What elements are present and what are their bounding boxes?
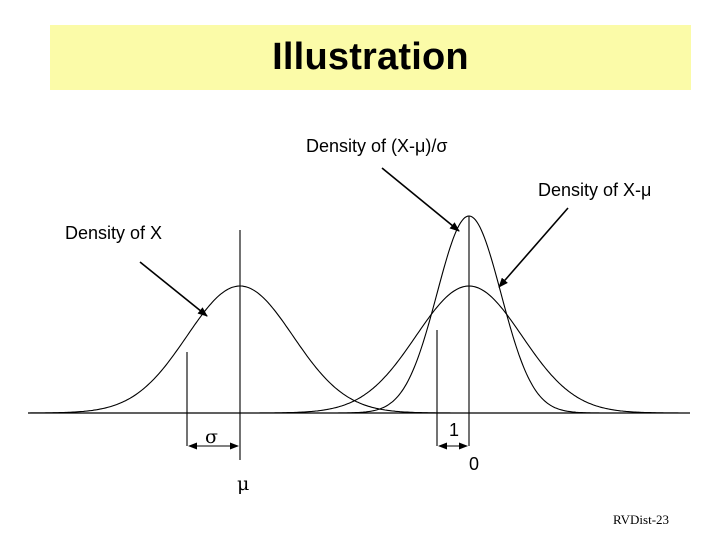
label-density-centered: Density of X-μ: [538, 180, 651, 200]
slide-footer: RVDist-23: [613, 512, 669, 527]
label-density-x: Density of X: [65, 223, 162, 243]
pointer-arrow-standardized: [381, 167, 460, 232]
slide-title: Illustration: [272, 36, 469, 78]
density-centered-curve: [250, 285, 690, 414]
title-banner: Illustration: [50, 25, 691, 90]
label-one: 1: [449, 420, 459, 440]
density-x-curve: [28, 285, 460, 414]
label-density-standardized: Density of (X-μ)/σ: [306, 136, 448, 156]
label-mu: μ: [237, 473, 249, 495]
label-zero: 0: [469, 454, 479, 474]
pointer-arrow-centered: [498, 207, 569, 288]
pointer-arrow-x: [139, 261, 208, 317]
label-sigma: σ: [205, 426, 218, 448]
